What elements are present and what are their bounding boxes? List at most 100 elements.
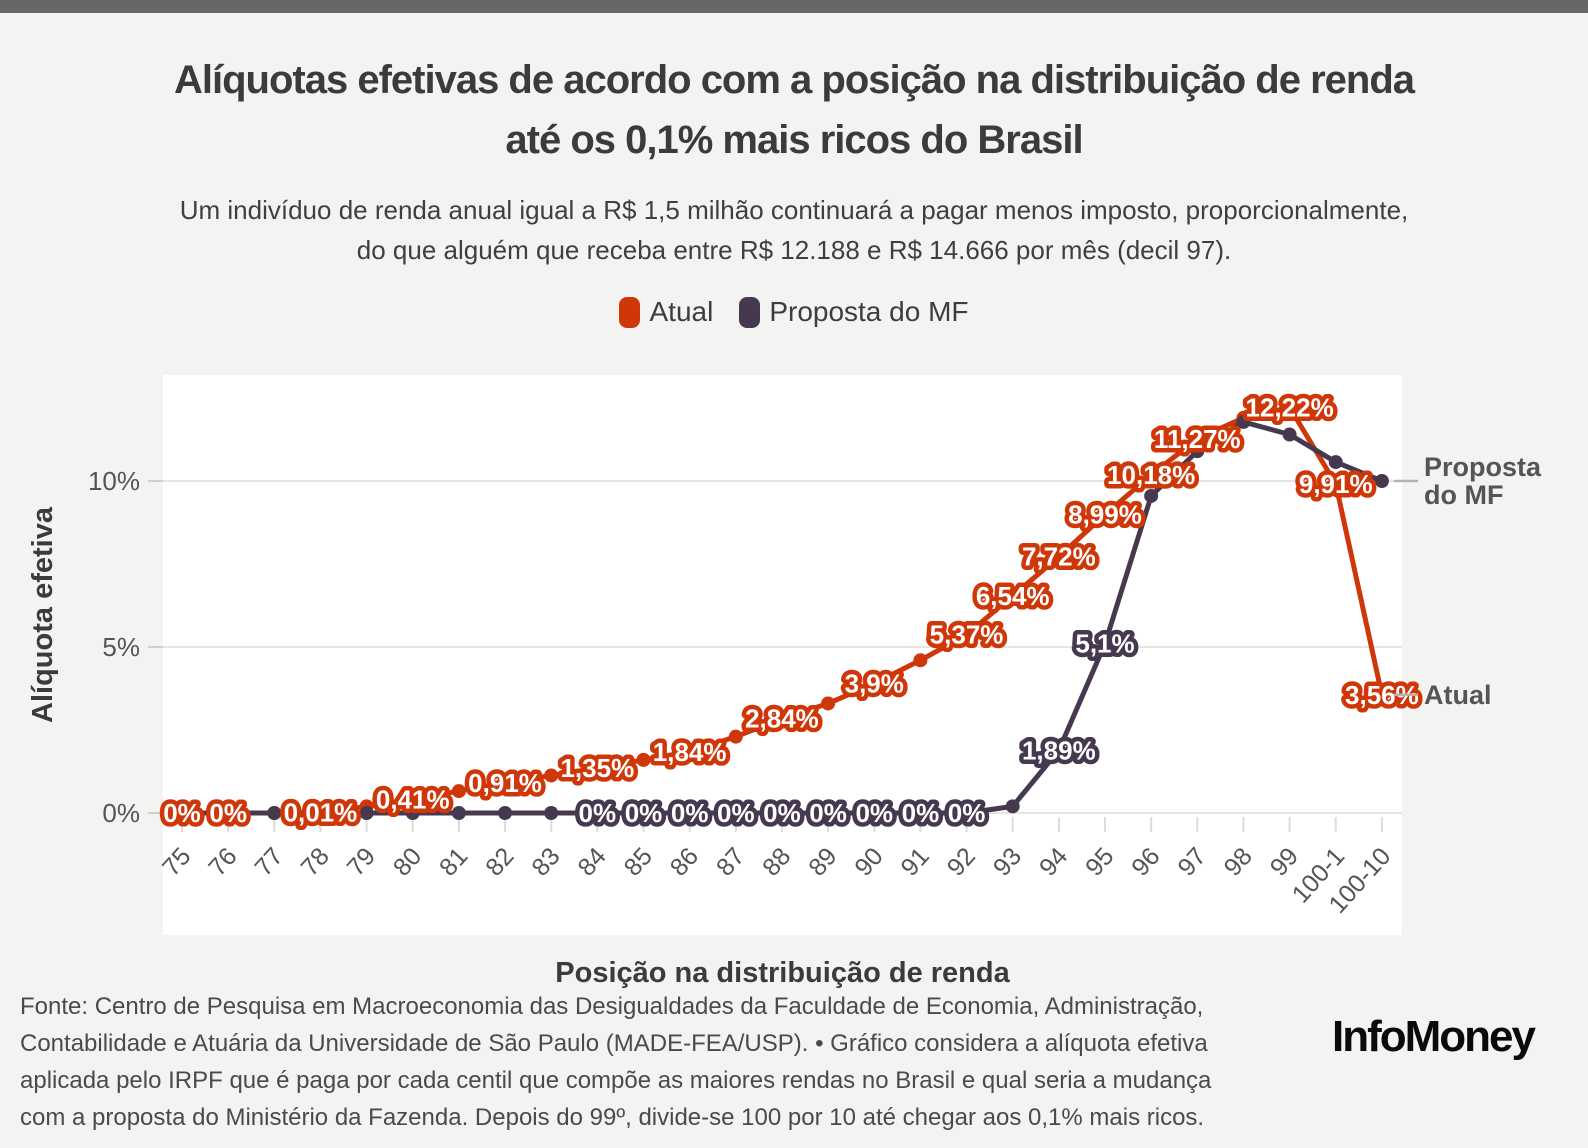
point-label-atual: 6,54% (976, 581, 1050, 611)
series-annotation: do MF (1424, 480, 1503, 510)
data-point-proposta (867, 806, 882, 820)
point-label-atual: 0,91% (468, 768, 542, 798)
point-label-proposta: 5,1% (1075, 629, 1134, 659)
data-point-proposta (544, 806, 559, 820)
plot-area (163, 375, 1402, 935)
y-tick-label: 10% (88, 466, 140, 496)
legend-label-proposta: Proposta do MF (769, 296, 969, 327)
data-point-proposta (175, 806, 189, 820)
point-label-atual: 9,91% (1299, 469, 1373, 499)
data-point-proposta (1328, 455, 1343, 470)
data-point-atual (959, 627, 974, 642)
point-label-proposta: 0% (579, 798, 617, 828)
data-point-proposta (359, 806, 374, 820)
point-label-atual: 3,9% (845, 669, 904, 699)
data-point-atual (913, 653, 928, 668)
source-note-line3: aplicada pelo IRPF que é paga por cada c… (20, 1067, 1212, 1094)
y-tick-label: 5% (102, 632, 140, 662)
data-point-proposta (498, 806, 513, 820)
data-point-proposta (774, 806, 789, 820)
data-point-proposta (1236, 414, 1251, 429)
data-point-proposta (636, 806, 651, 820)
data-point-proposta (682, 806, 697, 820)
point-label-proposta: 0% (902, 798, 940, 828)
data-point-proposta (405, 806, 420, 820)
data-point-atual (682, 744, 697, 759)
data-point-proposta (1144, 488, 1159, 503)
data-point-atual (405, 792, 420, 807)
point-label-atual: 10,18% (1107, 460, 1195, 490)
data-point-proposta (221, 806, 236, 820)
page-subtitle-line2: do que alguém que receba entre R$ 12.188… (356, 235, 1232, 265)
point-label-atual: 12,22% (1246, 392, 1334, 422)
data-point-proposta (959, 806, 974, 820)
point-label-proposta: 0% (717, 798, 755, 828)
data-point-atual (1098, 507, 1112, 522)
page-title-line2: até os 0,1% mais ricos do Brasil (505, 118, 1083, 162)
source-note-line2: Contabilidade e Atuária da Universidade … (20, 1030, 1208, 1057)
point-label-atual: 0,01% (284, 798, 358, 828)
data-point-atual (1328, 476, 1343, 491)
top-brand-bar (0, 0, 1588, 13)
point-label-proposta: 0% (671, 798, 709, 828)
y-axis-title: Alíquota efetiva (27, 506, 59, 723)
source-note-line4: com a proposta do Ministério da Fazenda.… (20, 1104, 1205, 1131)
point-label-proposta: 0% (625, 798, 663, 828)
point-label-atual: 7,72% (1022, 542, 1096, 572)
source-note: Fonte: Centro de Pesquisa em Macroeconom… (20, 988, 1350, 1136)
point-label-atual: 8,99% (1068, 500, 1142, 530)
legend-marker-proposta-icon (739, 296, 761, 328)
series-annotation: Proposta (1424, 452, 1542, 482)
data-point-atual (590, 761, 605, 776)
data-point-atual (636, 752, 651, 767)
data-point-proposta (1005, 799, 1020, 814)
page-title: Alíquotas efetivas de acordo com a posiç… (0, 50, 1588, 170)
infomoney-logo: InfoMoney (1332, 1012, 1536, 1061)
point-label-atual: 1,84% (653, 737, 727, 767)
source-note-line1: Fonte: Centro de Pesquisa em Macroeconom… (20, 993, 1204, 1020)
data-point-atual (774, 711, 789, 726)
data-point-atual (1282, 400, 1297, 415)
point-label-proposta: 1,89% (1022, 735, 1096, 765)
point-label-proposta: 0% (855, 798, 893, 828)
data-point-proposta (821, 806, 836, 820)
data-point-atual (1190, 431, 1205, 446)
x-axis-title: Posição na distribuição de renda (555, 957, 1010, 989)
data-point-proposta (590, 806, 605, 820)
point-label-atual: 0,41% (376, 784, 450, 814)
point-label-atual: 0% (163, 798, 201, 828)
data-point-proposta (1374, 474, 1389, 488)
point-label-atual: 1,35% (560, 753, 634, 783)
data-point-atual (867, 676, 882, 691)
point-label-proposta: 0% (948, 798, 986, 828)
y-tick-label: 0% (102, 798, 140, 828)
line-chart: 0%5%10%75 76 77 78 79 80 81 82 83 84 85 86 87 88 89 90 9… (27, 375, 1542, 989)
data-point-proposta (913, 806, 928, 820)
data-point-proposta (1282, 427, 1297, 442)
legend-item-atual: Atual (619, 296, 713, 328)
point-label-atual: 5,37% (930, 620, 1004, 650)
point-label-atual: 0% (209, 798, 247, 828)
point-label-atual: 11,27% (1154, 424, 1241, 454)
data-point-proposta (451, 806, 466, 820)
data-point-atual (821, 696, 836, 711)
page-title-line1: Alíquotas efetivas de acordo com a posiç… (173, 58, 1415, 102)
point-label-atual: 3,56% (1345, 680, 1419, 710)
point-label-proposta: 0% (763, 798, 801, 828)
data-point-atual (728, 729, 743, 744)
data-point-atual (451, 784, 466, 799)
data-point-atual (1005, 588, 1020, 603)
data-point-atual (498, 775, 513, 790)
data-point-proposta (728, 806, 743, 820)
data-point-proposta (313, 806, 328, 820)
point-label-proposta: 0% (809, 798, 847, 828)
page-subtitle-line1: Um indivíduo de renda anual igual a R$ 1… (179, 195, 1409, 225)
data-point-proposta (267, 806, 282, 820)
data-point-proposta (1190, 444, 1205, 459)
legend-label-atual: Atual (649, 296, 714, 327)
legend-marker-atual-icon (619, 296, 641, 328)
legend-item-proposta: Proposta do MF (739, 296, 969, 328)
data-point-atual (1051, 549, 1066, 564)
data-point-proposta (1051, 743, 1066, 758)
